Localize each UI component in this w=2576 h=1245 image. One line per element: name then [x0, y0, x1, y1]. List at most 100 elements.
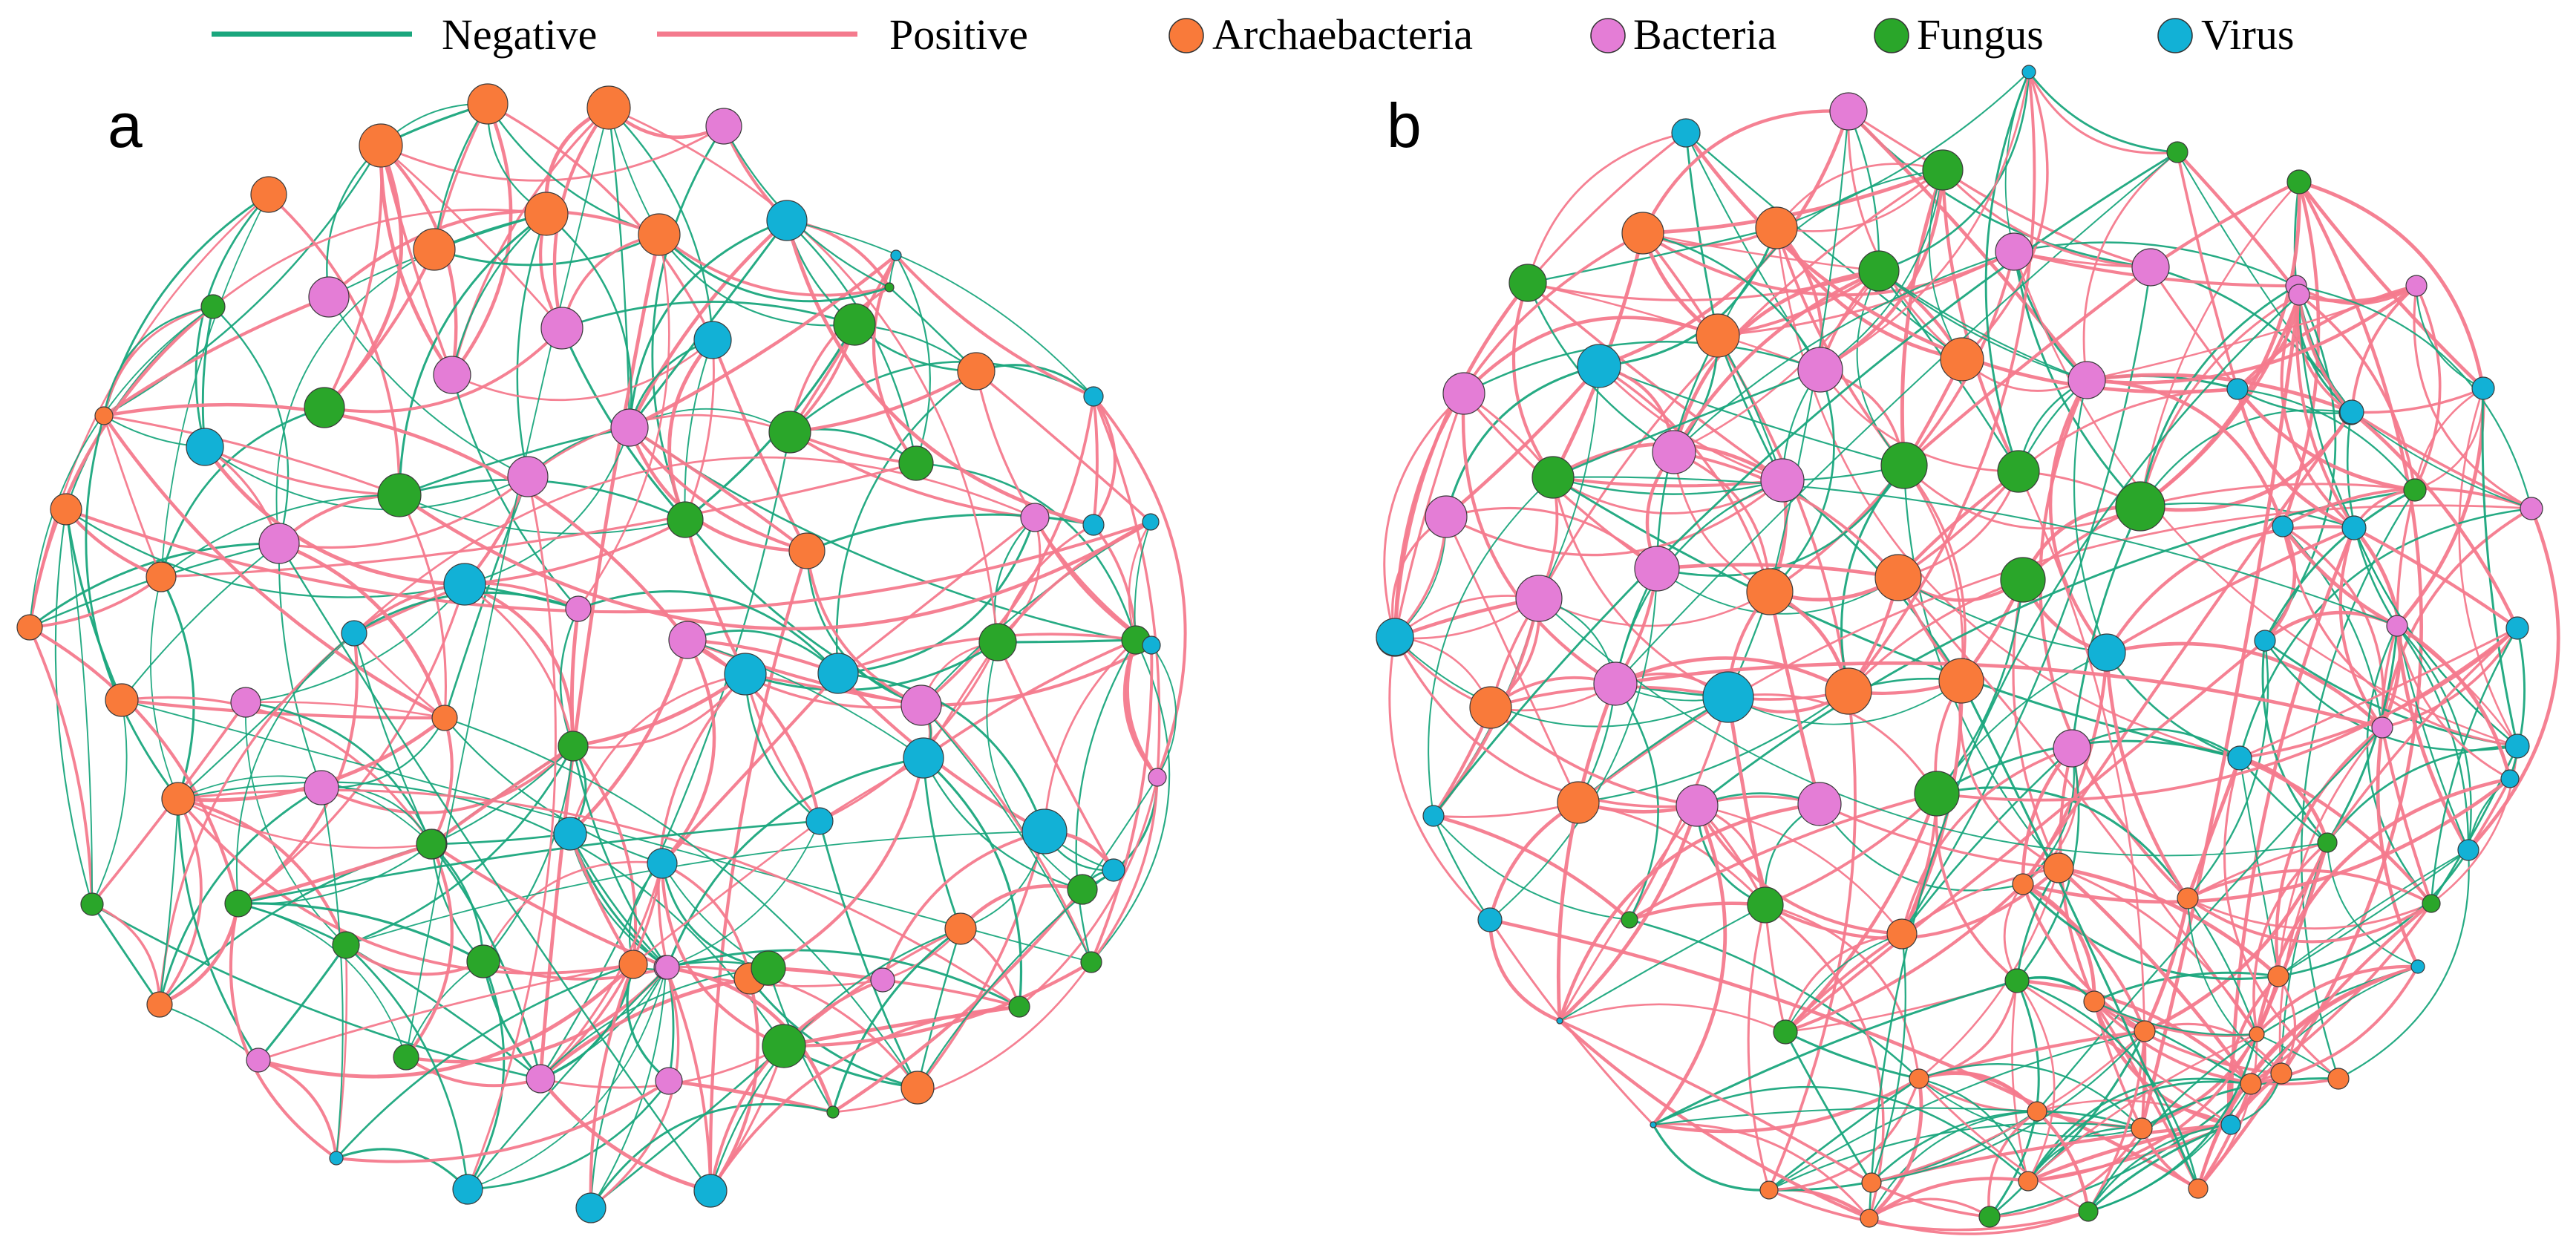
network-b-negative-edge: [1629, 918, 1920, 1079]
network-b-archaebacteria-node: [2327, 1068, 2350, 1090]
network-b-virus-node: [1650, 1121, 1657, 1128]
network-b-positive-edge: [1847, 578, 2024, 693]
network-b-positive-edge: [2275, 726, 2384, 977]
network-a-archaebacteria-node: [431, 705, 458, 731]
network-b-positive-edge: [2239, 756, 2330, 843]
network-a-virus-node: [817, 653, 859, 694]
network-a-bacteria-node: [540, 307, 583, 350]
network-b-fungus-node: [2422, 894, 2441, 913]
network-b-positive-edge: [1717, 250, 2015, 337]
network-b-positive-edge: [1768, 1188, 1871, 1220]
network-a-negative-edge: [353, 633, 432, 845]
network-b-positive-edge: [2236, 388, 2416, 492]
network-b-positive-edge: [2139, 293, 2300, 507]
network-a-bacteria-node: [507, 456, 549, 497]
network-b-positive-edge: [2255, 842, 2330, 1035]
network-b: [1376, 65, 2560, 1235]
network-a-positive-edge: [996, 520, 1151, 644]
network-b-positive-edge: [1653, 1077, 1920, 1134]
network-a-positive-edge: [237, 633, 359, 905]
network-b-positive-edge: [1941, 169, 2151, 269]
network-b-virus-node: [2254, 630, 2276, 652]
network-a-negative-edge: [238, 820, 820, 905]
network-b-positive-edge: [2351, 387, 2484, 414]
network-a-positive-edge: [103, 403, 689, 641]
network-b-positive-edge: [1653, 1123, 1871, 1219]
network-b-archaebacteria-node: [2267, 965, 2289, 987]
network-b-positive-edge: [1537, 169, 1944, 599]
network-b-virus-node: [1702, 671, 1754, 723]
network-a-positive-edge: [788, 255, 898, 434]
network-b-fungus-node: [1922, 149, 1964, 191]
network-b-archaebacteria-node: [2131, 1117, 2153, 1140]
network-a-negative-edge: [194, 194, 270, 448]
network-b-positive-edge: [1696, 804, 1903, 935]
network-b-positive-edge: [2011, 980, 2030, 1182]
network-b-bacteria-node: [2405, 275, 2428, 297]
network-b-negative-edge: [2187, 898, 2282, 1074]
network-b-archaebacteria-node: [2012, 873, 2034, 895]
network-a-virus-node: [890, 249, 902, 261]
network-a-negative-edge: [336, 1148, 469, 1191]
network-a-negative-edge: [158, 798, 180, 1005]
network-b-bacteria-node: [1593, 661, 1638, 706]
network-b-positive-edge: [1847, 71, 2036, 693]
network-a-negative-edge: [29, 542, 280, 629]
network-b-positive-edge: [1942, 169, 2151, 269]
network-a-positive-edge: [569, 673, 746, 834]
network-b-negative-edge: [1653, 979, 2018, 1126]
network-a-negative-edge: [160, 194, 269, 578]
network-b-negative-edge: [2338, 849, 2470, 1079]
network-b-bacteria-node: [2131, 248, 2170, 287]
network-b-archaebacteria-node: [1557, 781, 1600, 824]
network-b-negative-edge: [1870, 933, 1906, 1183]
network-b-virus-node: [2272, 515, 2294, 537]
network-b-negative-edge: [1900, 267, 2152, 935]
network-a-negative-edge: [744, 673, 820, 823]
network-a-archaebacteria-node: [94, 406, 114, 425]
network-b-negative-edge: [1871, 1030, 2145, 1184]
network-b-positive-edge: [1615, 661, 2383, 730]
network-a-positive-edge: [882, 978, 1020, 1008]
network-b-negative-edge: [2298, 294, 2356, 529]
network-b-positive-edge: [2105, 526, 2355, 654]
network-b-negative-edge: [1559, 904, 1766, 1022]
network-b-negative-edge: [1696, 488, 2416, 807]
network-b-negative-edge: [2027, 71, 2178, 154]
network-b-negative-edge: [2187, 640, 2269, 899]
network-b-negative-edge: [2351, 411, 2532, 509]
network-b-positive-edge: [1598, 111, 1851, 368]
network-b-positive-edge: [2298, 180, 2485, 389]
network-a-negative-edge: [335, 963, 634, 1159]
network-a-negative-edge: [922, 757, 1083, 891]
network-b-negative-edge: [1489, 568, 1658, 921]
network-a-archaebacteria-node: [788, 532, 826, 569]
network-a-positive-edge: [229, 903, 338, 1160]
network-b-negative-edge: [1615, 151, 2178, 684]
network-a-positive-edge: [589, 964, 635, 1209]
network-a-archaebacteria-node: [16, 614, 43, 641]
network-a-positive-edge: [102, 295, 330, 417]
network-a-positive-edge: [975, 370, 1152, 523]
network-b-positive-edge: [2467, 508, 2560, 852]
network-b-positive-edge: [1629, 792, 1938, 921]
network-a-positive-edge: [1043, 638, 1137, 832]
network-b-positive-edge: [1847, 111, 1963, 361]
network-b-positive-edge: [1526, 131, 1687, 284]
network-b-negative-edge: [2071, 728, 2240, 759]
network-a-negative-edge: [1075, 639, 1137, 963]
network-b-positive-edge: [1556, 683, 1618, 1022]
network-b-positive-edge: [2350, 411, 2520, 629]
network-b-positive-edge: [1526, 281, 1784, 482]
network-a-positive-edge: [380, 125, 725, 182]
network-b-positive-edge: [1900, 169, 1945, 466]
bacteria-label: Bacteria: [1633, 10, 1776, 59]
network-b-negative-edge: [1552, 476, 2398, 627]
network-a-negative-edge: [837, 672, 1046, 832]
network-a-negative-edge: [658, 234, 855, 327]
network-b-virus-node: [2226, 378, 2249, 400]
network-b-positive-edge: [1768, 591, 1822, 805]
network-b-negative-edge: [1936, 786, 2189, 899]
network-b-archaebacteria-node: [1940, 337, 1984, 382]
network-b-negative-edge: [2237, 388, 2416, 491]
